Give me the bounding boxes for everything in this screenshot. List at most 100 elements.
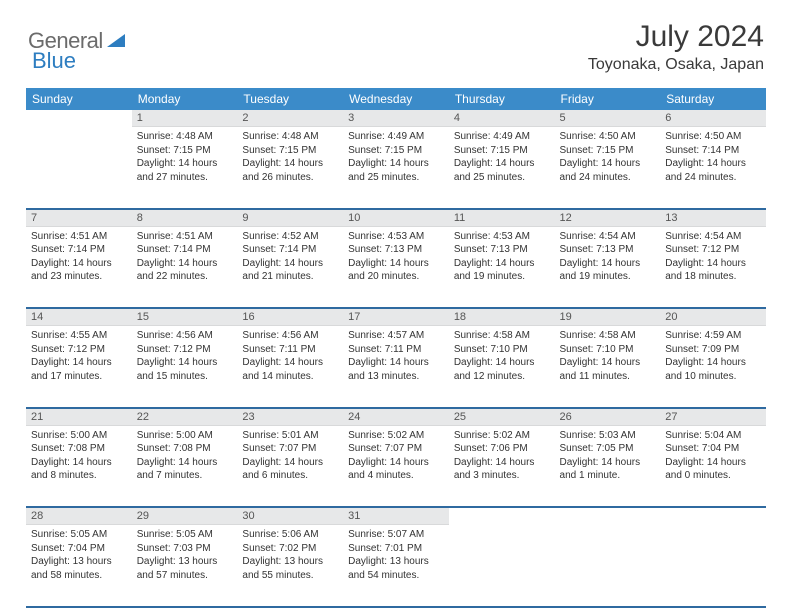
daynum-15: 15 [132, 308, 238, 326]
daylight-text-1: Daylight: 14 hours [348, 257, 444, 271]
daylight-text-1: Daylight: 14 hours [665, 356, 761, 370]
day-cell: Sunrise: 4:48 AMSunset: 7:15 PMDaylight:… [132, 127, 238, 209]
daylight-text-2: and 54 minutes. [348, 569, 444, 583]
daynum-row: 14151617181920 [26, 308, 766, 326]
daylight-text-2: and 12 minutes. [454, 370, 550, 384]
sunrise-text: Sunrise: 5:04 AM [665, 429, 761, 443]
daylight-text-1: Daylight: 14 hours [31, 456, 127, 470]
calendar-table: SundayMondayTuesdayWednesdayThursdayFrid… [26, 88, 766, 608]
dayname-monday: Monday [132, 88, 238, 110]
day-cell: Sunrise: 4:58 AMSunset: 7:10 PMDaylight:… [449, 326, 555, 408]
day-cell: Sunrise: 4:52 AMSunset: 7:14 PMDaylight:… [237, 226, 343, 308]
daylight-text-1: Daylight: 14 hours [454, 456, 550, 470]
sunset-text: Sunset: 7:12 PM [31, 343, 127, 357]
day-cell: Sunrise: 5:03 AMSunset: 7:05 PMDaylight:… [555, 425, 661, 507]
sunset-text: Sunset: 7:04 PM [31, 542, 127, 556]
calendar-header-row: SundayMondayTuesdayWednesdayThursdayFrid… [26, 88, 766, 110]
daylight-text-1: Daylight: 14 hours [242, 257, 338, 271]
week-row: Sunrise: 4:55 AMSunset: 7:12 PMDaylight:… [26, 326, 766, 408]
title-block: July 2024 Toyonaka, Osaka, Japan [588, 20, 764, 74]
daylight-text-1: Daylight: 14 hours [137, 257, 233, 271]
sunset-text: Sunset: 7:14 PM [665, 144, 761, 158]
sunrise-text: Sunrise: 5:05 AM [31, 528, 127, 542]
daylight-text-1: Daylight: 14 hours [560, 257, 656, 271]
sunset-text: Sunset: 7:04 PM [665, 442, 761, 456]
sunset-text: Sunset: 7:09 PM [665, 343, 761, 357]
day-cell: Sunrise: 5:02 AMSunset: 7:07 PMDaylight:… [343, 425, 449, 507]
sunset-text: Sunset: 7:05 PM [560, 442, 656, 456]
brand-text-2: Blue [32, 48, 76, 74]
sunrise-text: Sunrise: 4:59 AM [665, 329, 761, 343]
daynum-31: 31 [343, 507, 449, 525]
daylight-text-2: and 13 minutes. [348, 370, 444, 384]
daylight-text-2: and 21 minutes. [242, 270, 338, 284]
sunset-text: Sunset: 7:14 PM [137, 243, 233, 257]
sunrise-text: Sunrise: 4:49 AM [348, 130, 444, 144]
day-cell: Sunrise: 4:59 AMSunset: 7:09 PMDaylight:… [660, 326, 766, 408]
daylight-text-2: and 22 minutes. [137, 270, 233, 284]
week-row: Sunrise: 4:48 AMSunset: 7:15 PMDaylight:… [26, 127, 766, 209]
daylight-text-2: and 55 minutes. [242, 569, 338, 583]
daylight-text-1: Daylight: 14 hours [348, 157, 444, 171]
daylight-text-1: Daylight: 14 hours [560, 157, 656, 171]
daynum-20: 20 [660, 308, 766, 326]
daynum-empty [26, 110, 132, 127]
sunrise-text: Sunrise: 4:55 AM [31, 329, 127, 343]
daylight-text-1: Daylight: 14 hours [560, 456, 656, 470]
dayname-wednesday: Wednesday [343, 88, 449, 110]
daynum-row: 28293031 [26, 507, 766, 525]
sunset-text: Sunset: 7:15 PM [560, 144, 656, 158]
day-cell: Sunrise: 4:51 AMSunset: 7:14 PMDaylight:… [132, 226, 238, 308]
sunset-text: Sunset: 7:07 PM [348, 442, 444, 456]
day-cell: Sunrise: 4:50 AMSunset: 7:15 PMDaylight:… [555, 127, 661, 209]
sunset-text: Sunset: 7:15 PM [454, 144, 550, 158]
daynum-14: 14 [26, 308, 132, 326]
sunrise-text: Sunrise: 5:00 AM [31, 429, 127, 443]
week-row: Sunrise: 5:05 AMSunset: 7:04 PM Daylight:… [26, 525, 766, 607]
day-cell: Sunrise: 5:05 AMSunset: 7:03 PMDaylight:… [132, 525, 238, 607]
daylight-text-2: and 14 minutes. [242, 370, 338, 384]
sunset-text: Sunset: 7:06 PM [454, 442, 550, 456]
daylight-text-1: Daylight: 13 hours [137, 555, 233, 569]
daynum-2: 2 [237, 110, 343, 127]
day-cell: Sunrise: 4:48 AMSunset: 7:15 PMDaylight:… [237, 127, 343, 209]
daylight-text-2: and 26 minutes. [242, 171, 338, 185]
daylight-text-1: Daylight: 14 hours [665, 257, 761, 271]
day-cell: Sunrise: 5:07 AMSunset: 7:01 PMDaylight:… [343, 525, 449, 607]
day-cell: Sunrise: 4:58 AMSunset: 7:10 PMDaylight:… [555, 326, 661, 408]
dayname-thursday: Thursday [449, 88, 555, 110]
daylight-text-2: and 10 minutes. [665, 370, 761, 384]
daylight-text-1: Daylight: 14 hours [454, 157, 550, 171]
daylight-text-1: Daylight: 14 hours [137, 157, 233, 171]
sunset-text: Sunset: 7:12 PM [665, 243, 761, 257]
sunrise-text: Sunrise: 5:07 AM [348, 528, 444, 542]
page-header: General July 2024 Toyonaka, Osaka, Japan [0, 0, 792, 80]
daylight-text-2: and 19 minutes. [560, 270, 656, 284]
daynum-4: 4 [449, 110, 555, 127]
daylight-text-1: Daylight: 14 hours [242, 456, 338, 470]
sunset-text: Sunset: 7:12 PM [137, 343, 233, 357]
sunrise-text: Sunrise: 4:51 AM [31, 230, 127, 244]
day-cell: Sunrise: 4:56 AMSunset: 7:12 PMDaylight:… [132, 326, 238, 408]
sunrise-text: Sunrise: 4:53 AM [454, 230, 550, 244]
sunrise-text: Sunrise: 5:06 AM [242, 528, 338, 542]
week-row: Sunrise: 5:00 AMSunset: 7:08 PMDaylight:… [26, 425, 766, 507]
day-cell: Sunrise: 5:00 AMSunset: 7:08 PMDaylight:… [132, 425, 238, 507]
sunrise-text: Sunrise: 4:52 AM [242, 230, 338, 244]
daynum-26: 26 [555, 408, 661, 426]
daynum-8: 8 [132, 209, 238, 227]
daylight-text-1: Daylight: 14 hours [665, 456, 761, 470]
sunset-text: Sunset: 7:11 PM [348, 343, 444, 357]
day-cell: Sunrise: 4:51 AMSunset: 7:14 PMDaylight:… [26, 226, 132, 308]
daylight-text-2: and 27 minutes. [137, 171, 233, 185]
day-cell-empty [449, 525, 555, 607]
daylight-text-2: and 17 minutes. [31, 370, 127, 384]
day-cell: Sunrise: 4:53 AMSunset: 7:13 PMDaylight:… [343, 226, 449, 308]
daylight-text-1: Daylight: 14 hours [31, 356, 127, 370]
daylight-text-1: Daylight: 14 hours [348, 456, 444, 470]
daylight-text-2: and 15 minutes. [137, 370, 233, 384]
daynum-24: 24 [343, 408, 449, 426]
page-title: July 2024 [588, 20, 764, 54]
sunrise-text: Sunrise: 4:54 AM [665, 230, 761, 244]
day-cell: Sunrise: 5:04 AMSunset: 7:04 PMDaylight:… [660, 425, 766, 507]
